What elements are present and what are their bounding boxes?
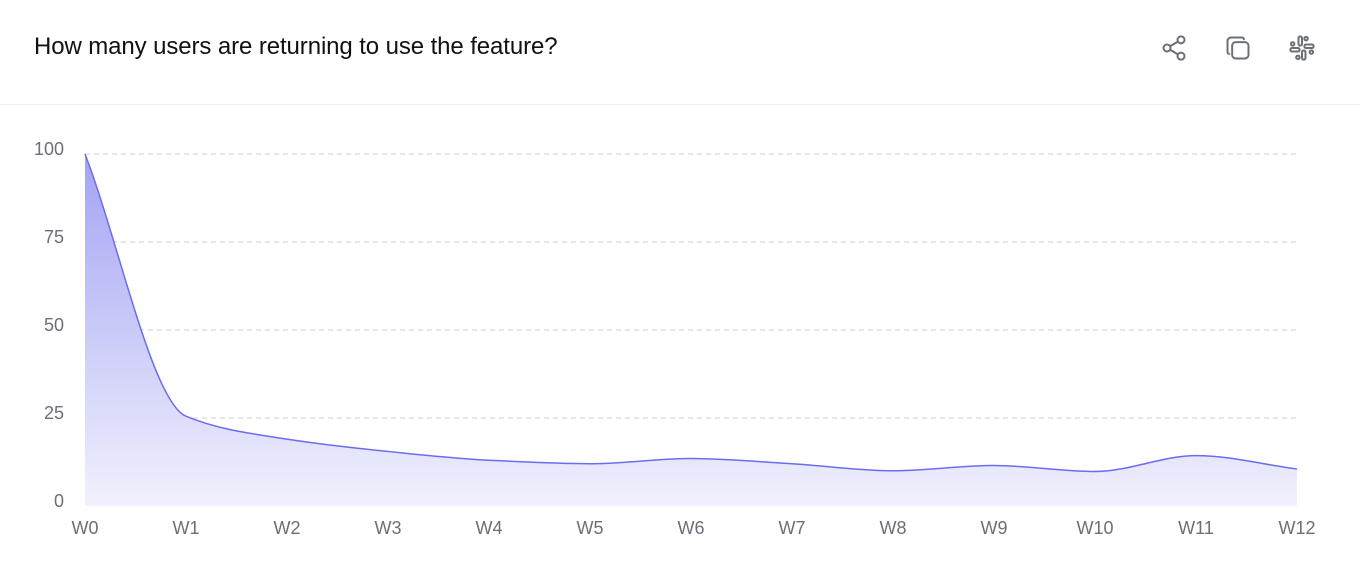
data-point[interactable] <box>685 452 697 464</box>
x-tick-label: W12 <box>1278 518 1315 538</box>
y-tick-label: 100 <box>34 139 64 159</box>
share-button[interactable] <box>1156 30 1192 66</box>
data-point[interactable] <box>1190 450 1202 462</box>
data-point[interactable] <box>79 148 91 160</box>
grid-lines <box>85 153 1297 419</box>
y-tick-label: 25 <box>44 403 64 423</box>
card-header: How many users are returning to use the … <box>0 0 1360 105</box>
series-line <box>84 153 1298 473</box>
area-fill <box>85 154 1297 506</box>
header-actions <box>1156 30 1320 66</box>
data-point[interactable] <box>786 458 798 470</box>
y-tick-label: 0 <box>54 491 64 511</box>
x-tick-label: W2 <box>274 518 301 538</box>
data-point[interactable] <box>988 460 1000 472</box>
y-tick-label: 50 <box>44 315 64 335</box>
data-point[interactable] <box>382 445 394 457</box>
copy-icon <box>1226 36 1250 60</box>
y-axis-ticks: 0 25 50 75 100 <box>34 139 64 511</box>
x-tick-label: W7 <box>779 518 806 538</box>
x-tick-label: W1 <box>173 518 200 538</box>
data-point[interactable] <box>483 454 495 466</box>
data-point[interactable] <box>584 458 596 470</box>
x-tick-label: W11 <box>1178 518 1214 538</box>
data-point[interactable] <box>1291 463 1303 475</box>
x-tick-label: W8 <box>880 518 907 538</box>
x-tick-label: W0 <box>72 518 99 538</box>
x-axis-ticks: W0 W1 W2 W3 W4 W5 W6 W7 W8 W9 W10 W11 W12 <box>72 518 1316 538</box>
data-point[interactable] <box>281 433 293 445</box>
x-tick-label: W5 <box>577 518 604 538</box>
x-tick-label: W4 <box>476 518 503 538</box>
x-tick-label: W9 <box>981 518 1008 538</box>
data-point[interactable] <box>887 465 899 477</box>
retention-area-chart: 0 25 50 75 100 W0 W1 W2 W3 W4 W5 W6 W7 W8 W9 W10 W11 W12 <box>34 139 1316 538</box>
area-series <box>79 148 1303 506</box>
data-point[interactable] <box>180 410 192 422</box>
x-tick-label: W6 <box>678 518 705 538</box>
x-tick-label: W10 <box>1076 518 1113 538</box>
slack-icon <box>1289 35 1315 61</box>
duplicate-button[interactable] <box>1220 30 1256 66</box>
slack-button[interactable] <box>1284 30 1320 66</box>
data-point[interactable] <box>1089 466 1101 478</box>
chart-title: How many users are returning to use the … <box>34 33 558 60</box>
y-tick-label: 75 <box>44 227 64 247</box>
share-icon <box>1162 35 1186 61</box>
x-tick-label: W3 <box>375 518 402 538</box>
